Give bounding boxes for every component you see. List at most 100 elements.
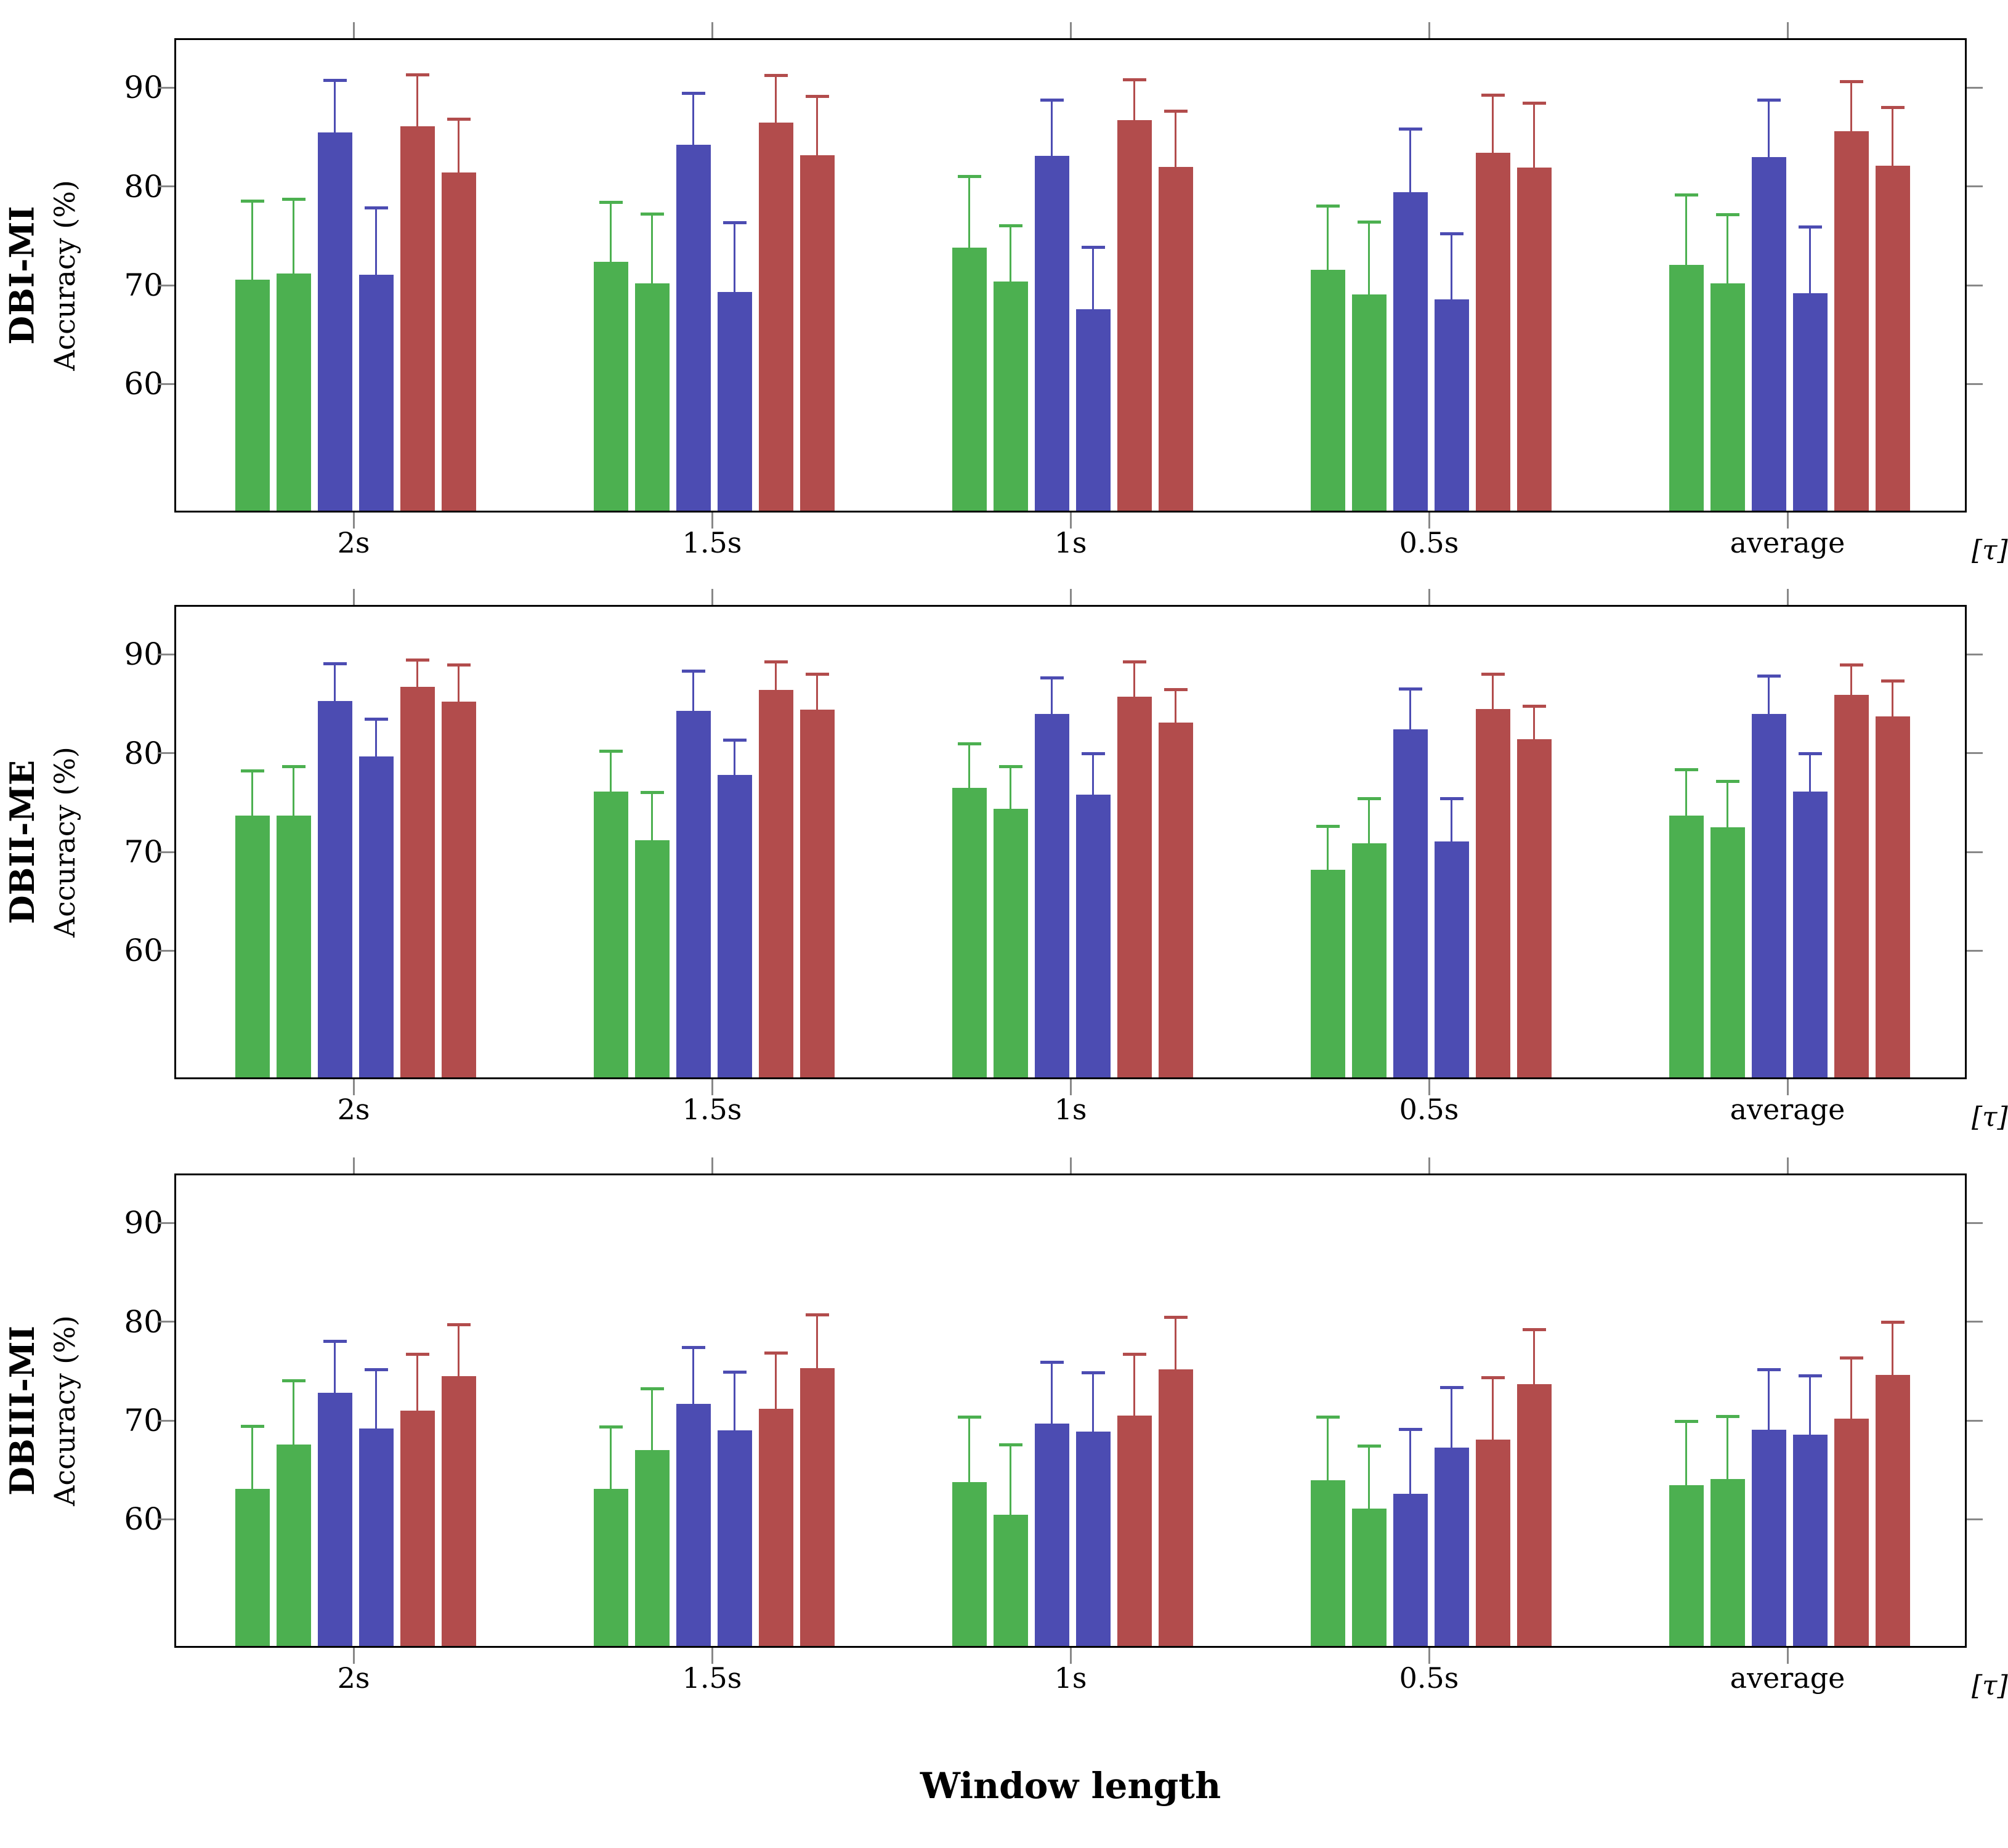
bar bbox=[441, 172, 476, 511]
error-bar bbox=[1010, 767, 1011, 809]
x-axis-title: Window length bbox=[920, 1765, 1221, 1807]
error-bar bbox=[1175, 1318, 1176, 1369]
error-bar bbox=[1010, 226, 1011, 282]
x-tick-mark bbox=[711, 513, 713, 529]
y-tick-label: 80 bbox=[124, 168, 163, 205]
error-bar-cap bbox=[599, 200, 623, 204]
y-tick-label: 90 bbox=[124, 1205, 163, 1241]
error-bar bbox=[293, 199, 294, 274]
error-bar-cap bbox=[998, 224, 1022, 227]
error-bar-cap bbox=[599, 1425, 623, 1429]
error-bar-cap bbox=[1880, 105, 1905, 109]
bar bbox=[358, 756, 394, 1077]
error-bar bbox=[1809, 754, 1811, 792]
tau-unit-label: [τ] bbox=[1972, 1101, 2008, 1133]
y-tick-label: 60 bbox=[124, 933, 163, 969]
error-bar bbox=[1850, 81, 1852, 131]
error-bar bbox=[1685, 195, 1687, 265]
error-bar-cap bbox=[957, 742, 981, 746]
x-tick-mark bbox=[352, 22, 355, 38]
error-bar-cap bbox=[281, 1379, 306, 1383]
y-tick-mark bbox=[1967, 284, 1983, 286]
bar bbox=[1751, 713, 1786, 1077]
y-tick-mark bbox=[158, 383, 174, 385]
y-tick-mark bbox=[1967, 1518, 1983, 1520]
error-bar bbox=[1051, 1362, 1053, 1424]
error-bar-cap bbox=[1164, 109, 1188, 113]
x-tick-label: average bbox=[1730, 1093, 1845, 1126]
error-bar-cap bbox=[1798, 225, 1822, 229]
bar bbox=[1875, 1375, 1910, 1646]
error-bar bbox=[692, 94, 694, 145]
error-bar-cap bbox=[1715, 1414, 1739, 1418]
error-bar-cap bbox=[1798, 1374, 1822, 1378]
bar bbox=[676, 710, 711, 1077]
bar bbox=[276, 1444, 311, 1646]
error-bar bbox=[692, 671, 694, 711]
error-bar-cap bbox=[1040, 1360, 1064, 1364]
bar bbox=[1310, 1480, 1345, 1646]
error-bar bbox=[734, 740, 735, 776]
x-tick-mark bbox=[1069, 1079, 1072, 1095]
error-bar-cap bbox=[1674, 1419, 1698, 1423]
error-bar bbox=[968, 744, 970, 788]
x-tick-label: 1.5s bbox=[682, 526, 742, 559]
y-tick-mark bbox=[158, 185, 174, 188]
y-axis-label: Accuracy (%) bbox=[47, 605, 83, 1079]
y-tick-label: 70 bbox=[124, 267, 163, 304]
y-tick-label: 60 bbox=[124, 366, 163, 402]
error-bar bbox=[1092, 1373, 1094, 1432]
tau-unit-label: [τ] bbox=[1972, 535, 2008, 566]
error-bar bbox=[968, 1417, 970, 1482]
x-tick-label: 2s bbox=[337, 526, 370, 559]
error-bar bbox=[375, 208, 377, 275]
bar bbox=[1710, 827, 1745, 1077]
error-bar bbox=[251, 201, 253, 280]
error-bar bbox=[458, 119, 459, 173]
y-tick-mark bbox=[158, 752, 174, 755]
bar bbox=[1516, 739, 1552, 1077]
error-bar-cap bbox=[240, 1424, 264, 1428]
bar bbox=[758, 690, 793, 1077]
bar bbox=[1792, 1434, 1828, 1646]
bar bbox=[1075, 795, 1111, 1077]
error-bar-cap bbox=[723, 221, 747, 225]
error-bar-cap bbox=[1040, 99, 1064, 102]
x-tick-mark bbox=[1786, 589, 1789, 605]
bar bbox=[1310, 870, 1345, 1077]
y-tick-mark bbox=[1967, 1419, 1983, 1422]
error-bar-cap bbox=[1081, 752, 1105, 756]
bar bbox=[1475, 153, 1510, 511]
error-bar bbox=[293, 1381, 294, 1445]
y-tick-label: 80 bbox=[124, 1303, 163, 1340]
error-bar-cap bbox=[364, 1368, 388, 1372]
error-bar bbox=[1133, 662, 1135, 697]
y-tick-mark bbox=[1967, 86, 1983, 89]
error-bar bbox=[610, 202, 612, 262]
bar bbox=[676, 145, 711, 511]
error-bar bbox=[416, 75, 418, 126]
y-tick-label: 90 bbox=[124, 636, 163, 673]
bar bbox=[1158, 723, 1193, 1077]
bar bbox=[400, 1411, 435, 1646]
bar bbox=[1516, 1384, 1552, 1646]
error-bar-cap bbox=[1757, 99, 1781, 102]
x-tick-mark bbox=[1069, 513, 1072, 529]
bar bbox=[1834, 1419, 1869, 1646]
error-bar-cap bbox=[1081, 246, 1105, 249]
x-tick-mark bbox=[352, 513, 355, 529]
x-tick-mark bbox=[711, 1079, 713, 1095]
error-bar-cap bbox=[1164, 688, 1188, 692]
bar bbox=[758, 122, 793, 511]
error-bar-cap bbox=[1757, 674, 1781, 678]
error-bar bbox=[1533, 103, 1535, 168]
error-bar-cap bbox=[998, 765, 1022, 769]
y-axis-label-text: Accuracy (%) bbox=[48, 747, 82, 938]
bar bbox=[1075, 1431, 1111, 1646]
error-bar bbox=[1892, 1323, 1893, 1376]
error-bar bbox=[1850, 1358, 1852, 1419]
y-tick-mark bbox=[158, 86, 174, 89]
y-tick-mark bbox=[1967, 1222, 1983, 1224]
error-bar bbox=[1727, 1416, 1728, 1479]
